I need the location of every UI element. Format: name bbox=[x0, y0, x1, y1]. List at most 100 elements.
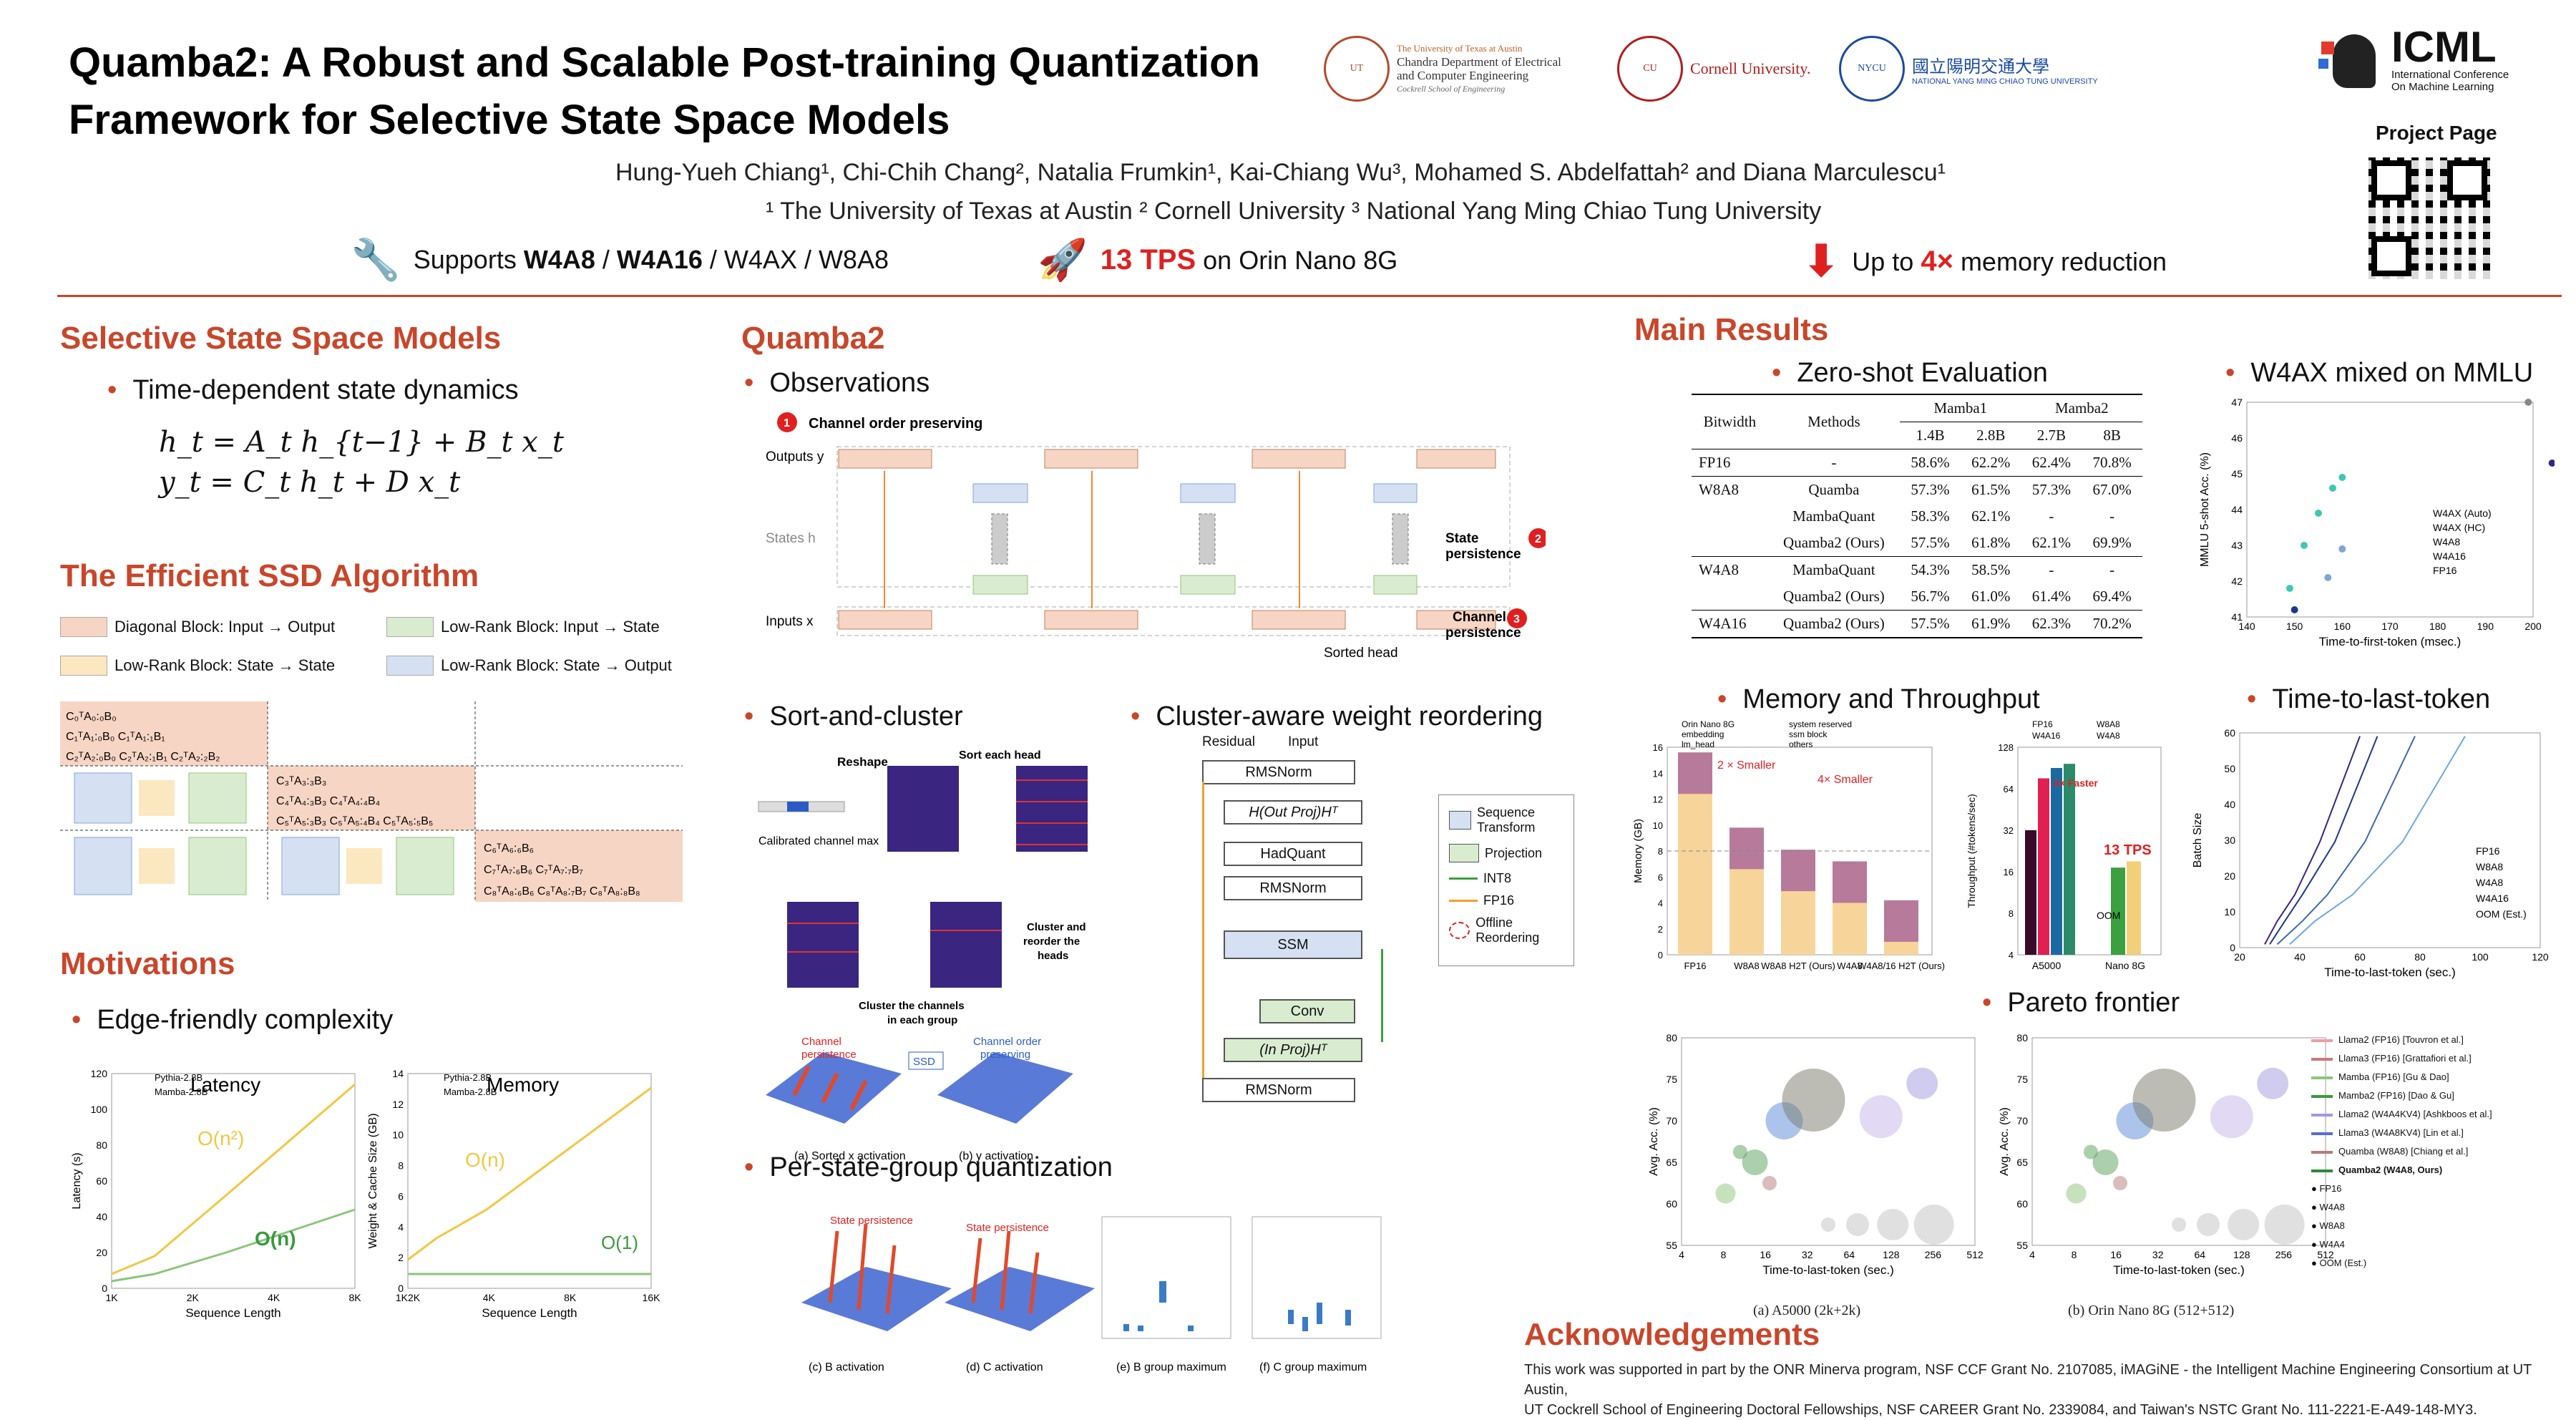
svg-text:State: State bbox=[1445, 531, 1478, 546]
data-point bbox=[2286, 585, 2293, 592]
project-page-label: Project Page bbox=[2376, 122, 2497, 144]
y2-tick: 64 bbox=[2004, 784, 2014, 794]
arch-conv: Conv bbox=[1259, 999, 1355, 1023]
x-tick: 1K bbox=[105, 1292, 118, 1303]
bubble bbox=[2132, 1069, 2196, 1132]
y-tick: 100 bbox=[91, 1104, 108, 1115]
x-tick: 4K bbox=[483, 1292, 496, 1303]
tp-legend-item: FP16 bbox=[2032, 719, 2053, 729]
th-mamba1: Mamba1 bbox=[1900, 394, 2021, 422]
architecture-diagram: Residual Input RMSNorm H(Out Proj)Hᵀ Had… bbox=[1188, 734, 1574, 1102]
arch-legend-fp16: FP16 bbox=[1483, 893, 1515, 908]
pareto-legend-item: Llama3 (FP16) [Grattafiori et al.] bbox=[2311, 1049, 2555, 1068]
svg-text:Outputs y: Outputs y bbox=[766, 449, 824, 465]
plot-frame bbox=[2031, 1037, 2326, 1246]
edge-bullet: Edge-friendly complexity bbox=[72, 1005, 393, 1036]
arch-legend: Sequence Transform Projection INT8 FP16 … bbox=[1438, 794, 1574, 966]
x-tick: 200 bbox=[2524, 621, 2542, 632]
x-tick: 100 bbox=[2472, 951, 2489, 963]
note-on: O(n) bbox=[465, 1149, 505, 1171]
pareto-bullet: Pareto frontier bbox=[1982, 988, 2180, 1018]
svg-text:Calibrated channel max: Calibrated channel max bbox=[758, 835, 879, 847]
y2-tick: 16 bbox=[2004, 867, 2014, 877]
mem-rest: memory reduction bbox=[1953, 246, 2167, 276]
y-tick: 60 bbox=[2016, 1198, 2028, 1210]
legend-item: W4A16 bbox=[2476, 893, 2509, 904]
y-tick: 14 bbox=[1653, 768, 1663, 779]
arch-rmsnorm-top: RMSNorm bbox=[1202, 760, 1355, 784]
legend-item: W8A8 bbox=[2476, 861, 2503, 872]
svg-text:Inputs x: Inputs x bbox=[766, 614, 814, 629]
arch-ssm: SSM bbox=[1224, 930, 1362, 959]
ut-logo: UT The University of Texas at Austin Cha… bbox=[1324, 36, 1561, 102]
table-cell: 62.2% bbox=[1971, 454, 2011, 471]
table-cell: Quamba2 (Ours) bbox=[1783, 534, 1885, 551]
table-cell: 62.4% bbox=[2031, 454, 2072, 471]
y-label: Memory (GB) bbox=[1632, 819, 1644, 883]
legend-item: FP16 bbox=[2433, 565, 2457, 576]
legend-diagonal: Diagonal Block: Input → Output bbox=[60, 617, 335, 637]
table-cell: 69.4% bbox=[2092, 588, 2132, 605]
supports-w4a16: W4A16 bbox=[616, 245, 703, 274]
table-cell: 56.7% bbox=[1911, 588, 1950, 605]
table-cell: 70.2% bbox=[2092, 615, 2132, 632]
x-label: Sequence Length bbox=[482, 1306, 577, 1320]
arch-hadquant: HadQuant bbox=[1224, 842, 1362, 866]
x-tick: 40 bbox=[2294, 951, 2306, 963]
y-tick: 65 bbox=[2016, 1157, 2028, 1168]
table-cell bbox=[1692, 530, 1768, 557]
y-tick: 2 bbox=[398, 1252, 404, 1263]
x-tick: FP16 bbox=[1684, 961, 1706, 971]
table-cell: Quamba2 (Ours) bbox=[1783, 588, 1885, 605]
pareto-legend-item: Llama3 (W4A8KV4) [Lin et al.] bbox=[2311, 1124, 2555, 1142]
y2-tick: 128 bbox=[1998, 742, 2014, 753]
y-tick: 10 bbox=[2224, 906, 2235, 918]
qr-code[interactable] bbox=[2368, 157, 2490, 279]
table-cell: 61.4% bbox=[2031, 588, 2072, 605]
per-state-bullet: Per-state-group quantization bbox=[744, 1152, 1113, 1183]
svg-text:persistence: persistence bbox=[1445, 626, 1521, 641]
data-point bbox=[2338, 474, 2346, 481]
pareto-legend-item: Mamba2 (FP16) [Dao & Gu] bbox=[2311, 1086, 2555, 1105]
nycu-logo: NYCU 國立陽明交通大學 NATIONAL YANG MING CHIAO T… bbox=[1839, 36, 2098, 102]
y-tick: 80 bbox=[96, 1139, 107, 1151]
mem-factor: 4× bbox=[1921, 245, 1953, 277]
y-tick: 12 bbox=[1653, 794, 1663, 805]
ssm-bullet: Time-dependent state dynamics bbox=[107, 375, 518, 406]
data-point bbox=[2524, 399, 2532, 406]
legend-input-state: Low-Rank Block: Input → State bbox=[386, 617, 660, 637]
data-point bbox=[2315, 510, 2322, 517]
plot-frame bbox=[1681, 1037, 1976, 1246]
wrench-icon: 🔧 bbox=[351, 237, 401, 282]
observations-bullet: Observations bbox=[744, 368, 930, 399]
x-tick: 8K bbox=[348, 1292, 361, 1303]
x-tick: W8A8 H2T (Ours) bbox=[1761, 961, 1835, 971]
ut-school: Cockrell School of Engineering bbox=[1397, 84, 1506, 94]
nycu-seal-icon: NYCU bbox=[1839, 36, 1905, 102]
table-cell: 57.3% bbox=[2031, 481, 2072, 498]
legend-item: ssm block bbox=[1789, 729, 1828, 739]
plot-frame bbox=[2239, 732, 2541, 948]
y-tick: 16 bbox=[1653, 742, 1663, 753]
latency-chart: 0 20 40 60 80 100 120 1K 2K 4K 8K Sequence Length La… bbox=[71, 1068, 361, 1320]
storage-bubble bbox=[1821, 1217, 1835, 1232]
table-cell: 67.0% bbox=[2092, 481, 2132, 498]
ut-dept-1: Chandra Department of Electrical bbox=[1397, 55, 1561, 69]
pareto-marker-legend-item: ● FP16 bbox=[2311, 1183, 2342, 1194]
y-tick: 47 bbox=[2231, 397, 2243, 408]
mem-tp-bullet: Memory and Throughput bbox=[1717, 684, 2039, 715]
arch-input: Input bbox=[1288, 734, 1319, 749]
x-tick: 256 bbox=[2275, 1249, 2293, 1260]
table-cell: - bbox=[1831, 454, 1837, 471]
y-tick: 55 bbox=[1666, 1240, 1677, 1251]
svg-text:Channel order: Channel order bbox=[973, 1036, 1041, 1048]
table-cell: - bbox=[2049, 561, 2054, 578]
table-cell: 61.0% bbox=[1971, 588, 2011, 605]
x-tick: W8A8 bbox=[1734, 961, 1759, 971]
x-tick: 256 bbox=[1925, 1249, 1942, 1260]
icml-title: ICML bbox=[2391, 23, 2497, 71]
ut-seal-icon: UT bbox=[1324, 36, 1390, 102]
rocket-icon: 🚀 bbox=[1038, 237, 1088, 282]
table-cell: W8A8 bbox=[1699, 481, 1739, 498]
